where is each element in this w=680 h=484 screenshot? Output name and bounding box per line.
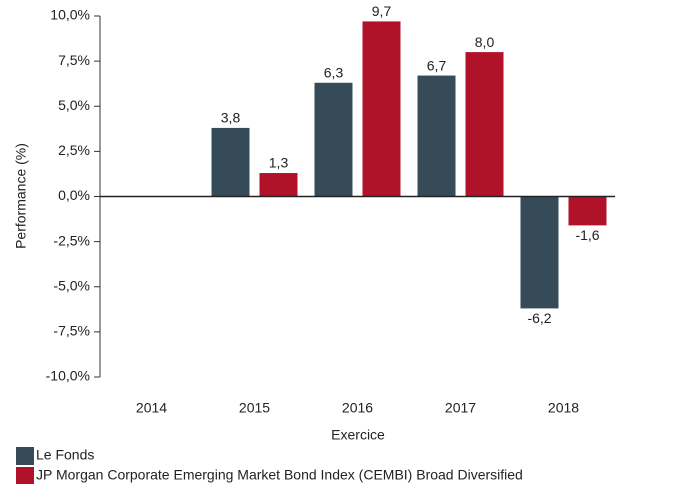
- y-tick-label: -7,5%: [53, 323, 90, 339]
- x-axis-title: Exercice: [331, 427, 385, 443]
- legend-swatch: [16, 447, 34, 465]
- x-tick-label: 2016: [342, 400, 373, 416]
- bar: [568, 196, 607, 226]
- value-label: 9,7: [372, 3, 392, 19]
- value-label: -1,6: [575, 227, 599, 243]
- x-tick-label: 2014: [136, 400, 167, 416]
- y-tick-label: 5,0%: [58, 97, 90, 113]
- bar: [520, 196, 559, 309]
- bar: [465, 52, 504, 197]
- value-label: 6,7: [427, 57, 447, 73]
- value-label: 3,8: [221, 110, 241, 126]
- x-tick-label: 2015: [239, 400, 270, 416]
- y-tick-label: 7,5%: [58, 52, 90, 68]
- legend-label: JP Morgan Corporate Emerging Market Bond…: [36, 467, 523, 483]
- value-label: -6,2: [527, 310, 551, 326]
- bar: [417, 75, 456, 197]
- value-label: 8,0: [475, 34, 495, 50]
- y-axis-title: Performance (%): [13, 143, 29, 249]
- x-tick-label: 2018: [548, 400, 579, 416]
- y-tick-label: -5,0%: [53, 277, 90, 293]
- bar: [211, 127, 250, 197]
- y-tick-label: -2,5%: [53, 232, 90, 248]
- legend-swatch: [16, 467, 34, 484]
- bar: [314, 82, 353, 197]
- y-tick-label: 2,5%: [58, 142, 90, 158]
- value-label: 6,3: [324, 64, 344, 80]
- y-tick-label: 0,0%: [58, 187, 90, 203]
- bar: [259, 173, 298, 197]
- y-tick-label: 10,0%: [50, 7, 90, 23]
- bar: [362, 21, 401, 197]
- x-tick-label: 2017: [445, 400, 476, 416]
- y-tick-label: -10,0%: [46, 368, 90, 384]
- legend-label: Le Fonds: [36, 447, 94, 463]
- value-label: 1,3: [269, 155, 289, 171]
